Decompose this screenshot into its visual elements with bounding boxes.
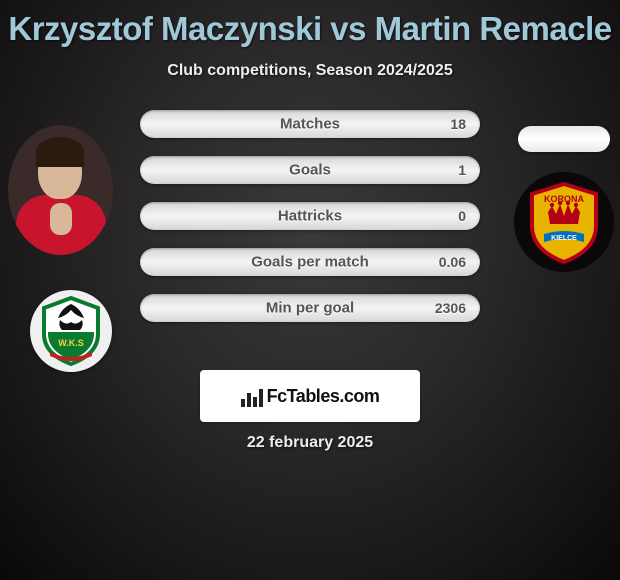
brand-attribution: FcTables.com — [200, 370, 420, 422]
stat-row-gpm: Goals per match 0.06 — [140, 248, 480, 276]
stat-label: Matches — [280, 116, 340, 133]
page-title: Krzysztof Maczynski vs Martin Remacle — [0, 0, 620, 48]
stat-row-goals: Goals 1 — [140, 156, 480, 184]
date-caption: 22 february 2025 — [0, 434, 620, 452]
stat-value: 0 — [458, 208, 466, 224]
stat-row-hattricks: Hattricks 0 — [140, 202, 480, 230]
stat-value: 0.06 — [439, 254, 466, 270]
stat-label: Hattricks — [278, 208, 342, 225]
stat-row-matches: Matches 18 — [140, 110, 480, 138]
stat-value: 18 — [450, 116, 466, 132]
stats-area: Matches 18 Goals 1 Hattricks 0 Goals per… — [0, 110, 620, 370]
stat-label: Goals per match — [251, 254, 369, 271]
stat-label: Min per goal — [266, 300, 354, 317]
bar-chart-icon — [241, 385, 263, 407]
page-subtitle: Club competitions, Season 2024/2025 — [0, 62, 620, 80]
stat-value: 2306 — [435, 300, 466, 316]
stat-value: 1 — [458, 162, 466, 178]
infographic-root: Krzysztof Maczynski vs Martin Remacle Cl… — [0, 0, 620, 580]
stat-row-mpg: Min per goal 2306 — [140, 294, 480, 322]
brand-name: FcTables.com — [267, 386, 380, 407]
stat-label: Goals — [289, 162, 331, 179]
